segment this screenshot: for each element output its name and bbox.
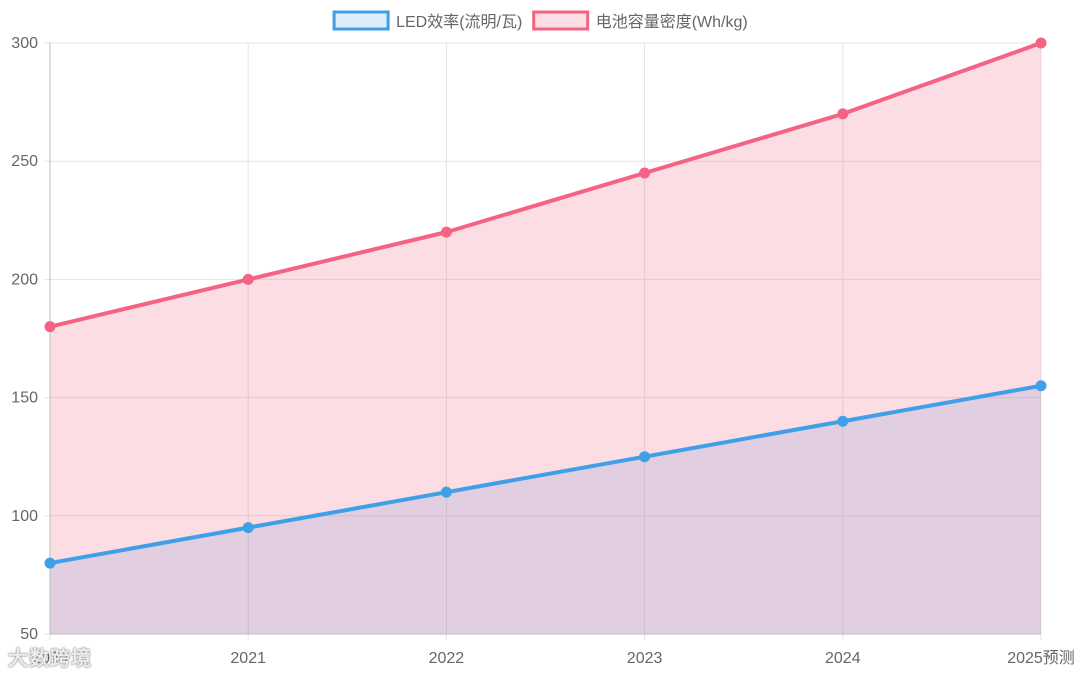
- legend-label: LED效率(流明/瓦): [396, 13, 522, 31]
- data-point[interactable]: [639, 167, 651, 179]
- y-tick-label: 50: [20, 626, 38, 643]
- y-tick-label: 150: [11, 390, 38, 407]
- legend-swatch: [532, 10, 590, 31]
- x-axis-ticks: 2020 2021 2022 2023 2024 2025预测: [32, 649, 1075, 667]
- legend[interactable]: LED效率(流明/瓦) 电池容量密度(Wh/kg): [332, 10, 748, 31]
- x-tick-label: 2024: [825, 650, 861, 667]
- area-fill-series-0: [50, 385, 1041, 634]
- x-tick-label: 2020: [32, 650, 68, 667]
- data-points: [44, 37, 1047, 569]
- legend-item-0[interactable]: LED效率(流明/瓦): [332, 10, 522, 31]
- y-axis-ticks: 50 100 150 200 250 300: [11, 35, 38, 643]
- data-point[interactable]: [440, 226, 452, 238]
- data-point[interactable]: [837, 415, 849, 427]
- y-tick-label: 100: [11, 508, 38, 525]
- area-fills: [50, 43, 1041, 634]
- data-point[interactable]: [639, 451, 651, 463]
- legend-swatch: [332, 10, 390, 31]
- data-point[interactable]: [242, 273, 254, 285]
- series-lines: [48, 41, 1043, 566]
- y-tick-label: 300: [11, 35, 38, 52]
- data-point[interactable]: [440, 486, 452, 498]
- x-tick-label: 2021: [230, 650, 266, 667]
- data-point[interactable]: [837, 108, 849, 120]
- x-tick-label: 2023: [627, 650, 663, 667]
- data-point[interactable]: [1035, 37, 1047, 49]
- series-line-0: [48, 383, 1043, 566]
- y-tick-label: 200: [11, 271, 38, 288]
- x-tick-label: 2025预测: [1007, 649, 1075, 667]
- series-line-1: [48, 41, 1043, 329]
- data-point[interactable]: [1035, 380, 1047, 392]
- legend-label: 电池容量密度(Wh/kg): [596, 13, 748, 31]
- legend-item-1[interactable]: 电池容量密度(Wh/kg): [532, 10, 748, 31]
- x-tick-label: 2022: [429, 650, 465, 667]
- y-tick-label: 250: [11, 153, 38, 170]
- grid: [44, 42, 1042, 640]
- data-point[interactable]: [242, 522, 254, 534]
- data-point[interactable]: [44, 557, 56, 569]
- axes: [49, 43, 1041, 635]
- data-point[interactable]: [44, 321, 56, 333]
- area-fill-series-1: [50, 43, 1041, 634]
